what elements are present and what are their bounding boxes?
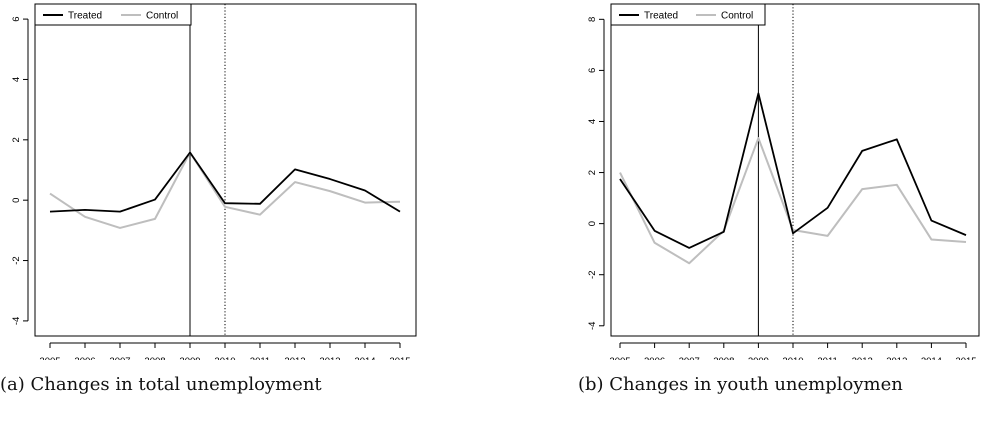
chart-b-x-tick-label: 2006 [644,356,665,360]
chart-a-x-tick-label: 2006 [74,356,95,360]
caption-b: (b) Changes in youth unemploymen [578,374,903,395]
chart-a-legend-label-treated: Treated [68,11,102,22]
chart-b-y-tick-label: -2 [587,270,598,278]
caption-a: (a) Changes in total unemployment [0,374,322,395]
chart-b-y-tick-label: 6 [587,68,598,73]
chart-a-series-treated [49,151,401,213]
chart-b-y-tick-label: 0 [587,221,598,226]
chart-a-y-tick-label: 0 [11,198,22,203]
chart-b-x-tick-label: 2013 [886,356,907,360]
chart-b-x-tick-label: 2008 [713,356,734,360]
chart-a-y-tick-label: 2 [11,137,22,142]
chart-b-legend: Treated Control [610,3,766,26]
chart-b-y-tick-label: 2 [587,170,598,175]
chart-b-x-tick-label: 2005 [609,356,630,360]
chart-a-x-tick-label: 2015 [389,356,410,360]
chart-a-y-tick-label: 4 [11,77,22,82]
chart-a-y-tick-label: 6 [11,16,22,21]
chart-a-x-tick-label: 2013 [319,356,340,360]
chart-a-y-tick-label: -2 [11,256,22,264]
chart-b-x-tick-label: 2012 [852,356,873,360]
chart-a-series-control [49,151,401,229]
chart-a-x-tick-label: 2008 [144,356,165,360]
chart-a-x-tick-label: 2011 [250,356,270,360]
chart-b-x-tick-label: 2011 [817,356,837,360]
chart-b-x-tick-label: 2014 [921,356,942,360]
chart-b-y-tick-label: -4 [587,322,598,330]
chart-b: -4 -2 0 2 4 6 8 2005 2006 2007 2008 2009 2010 2011 201… [587,3,980,360]
chart-b-legend-box [610,3,766,26]
chart-b-x-tick-label: 2007 [679,356,700,360]
chart-a-y-tick-label: -4 [11,317,22,325]
chart-a-x-tick-label: 2009 [179,356,200,360]
chart-a-x-tick-label: 2012 [284,356,305,360]
chart-b-x-tick-label: 2009 [748,356,769,360]
chart-b-legend-label-treated: Treated [644,11,678,22]
chart-b-y-tick-label: 4 [587,119,598,124]
chart-b-plot-frame [610,3,980,337]
chart-b-x-tick-label: 2015 [955,356,976,360]
chart-a-x-tick-label: 2007 [109,356,130,360]
chart-a-x-tick-label: 2005 [39,356,60,360]
chart-a-x-tick-label: 2010 [214,356,235,360]
chart-b-series-treated [619,92,967,249]
chart-a: -4 -2 0 2 4 6 2005 2006 2007 2008 2009 2010 2011 2012… [11,3,417,360]
chart-b-legend-label-control: Control [721,11,753,22]
chart-a-legend-box [34,3,192,26]
chart-a-x-tick-label: 2014 [354,356,375,360]
chart-b-x-tick-label: 2010 [782,356,803,360]
chart-a-legend-label-control: Control [146,11,178,22]
chart-a-legend: Treated Control [34,3,192,26]
chart-b-y-tick-label: 8 [587,17,598,22]
